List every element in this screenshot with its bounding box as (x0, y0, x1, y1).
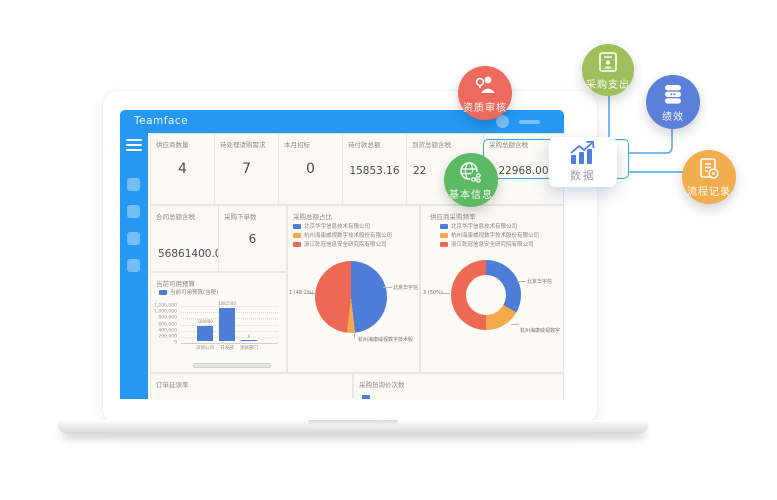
badge-purchase-expense: 采购支出 (582, 44, 634, 96)
donut-hole (466, 275, 506, 315)
chart-legend: 当前可用预算(含税) (159, 288, 218, 296)
legend-swatch (159, 289, 167, 295)
document-person-icon (599, 52, 617, 72)
chart-title: 当前可用预算 (156, 280, 195, 288)
kpi-value: 15853.16 (349, 165, 400, 177)
badge-process-record: 流程记录 (682, 150, 736, 204)
kpi-value: 56861400.00 (158, 248, 218, 260)
kpi-card-payable: 待付款总额 15853.16 (342, 133, 407, 205)
kpi-card-pending-requests: 待处理请购需求 7 (214, 133, 279, 205)
sidebar-item-2[interactable] (127, 205, 140, 218)
kpi-value: 0 (306, 161, 315, 177)
avatar[interactable] (496, 115, 509, 128)
order-delay-card: 订单延误率 (150, 373, 353, 399)
dashboard-screen: Teamface 供应商数量 4 待处理请购需求 7 本月招标 0 (120, 110, 564, 399)
kpi-value: 22 (413, 165, 427, 177)
data-node-label: 数据 (570, 169, 596, 182)
hamburger-menu-icon[interactable] (126, 139, 142, 153)
kpi-value: 22968.00 (498, 165, 549, 177)
laptop-notch (308, 420, 398, 426)
bar-dev-dept (219, 307, 235, 341)
kpi-card-order-count: 采购下单数 6 (218, 205, 287, 272)
sidebar (120, 133, 148, 399)
trending-chart-icon (569, 141, 595, 164)
budget-bar-chart-card: 当前可用预算 当前可用预算(含税) 1,200,000 1,000,000 80… (150, 272, 287, 373)
kpi-card-month-tenders: 本月招标 0 (278, 133, 343, 205)
badge-qualification-review: 资质审核 (458, 66, 512, 120)
badge-basic-info: 基本信息 (444, 153, 498, 207)
chart-title: 供应商采购频率 (430, 213, 476, 221)
sidebar-item-3[interactable] (127, 232, 140, 245)
header-menu-dash[interactable] (519, 120, 540, 124)
data-node: 数据 (549, 137, 617, 187)
badge-performance: 绩效 (646, 75, 700, 129)
kpi-card-contract-total: 合同总额含税 56861400.00 (150, 205, 219, 272)
database-icon (665, 85, 681, 104)
sidebar-item-1[interactable] (127, 178, 140, 191)
chart-scrollbar[interactable] (193, 363, 271, 368)
bar-test-dept (241, 340, 257, 341)
kpi-card-suppliers: 供应商数量 4 (150, 133, 215, 205)
globe-molecule-icon (460, 162, 482, 184)
kpi-value: 4 (178, 161, 187, 177)
chart-title: 采购总额占比 (293, 213, 332, 221)
laptop-base (57, 420, 649, 434)
purchase-share-pie (315, 261, 387, 333)
person-check-icon (475, 76, 495, 93)
sidebar-item-4[interactable] (127, 259, 140, 272)
purchase-share-pie-card: 采购总额占比 北京华宇信息技术有限公司 杭州海康威视数字技术股份有限公司 浙江乾… (287, 205, 420, 373)
document-gear-icon (700, 158, 719, 179)
kpi-value: 6 (248, 232, 257, 246)
buyer-inquiry-card: 采购员询价次数 (353, 373, 564, 399)
app-title: Teamface (134, 115, 189, 127)
dashboard-grid: 供应商数量 4 待处理请购需求 7 本月招标 0 待付款总额 15853.16 … (148, 133, 564, 399)
legend-swatch (362, 395, 370, 399)
app-header: Teamface (120, 110, 564, 133)
bar-shenzhen (197, 325, 213, 341)
supplier-frequency-donut-card: 供应商采购频率 北京华宇信息技术有限公司 杭州海康威视数字技术股份有限公司 浙江… (420, 205, 564, 373)
kpi-value: 7 (242, 161, 251, 177)
